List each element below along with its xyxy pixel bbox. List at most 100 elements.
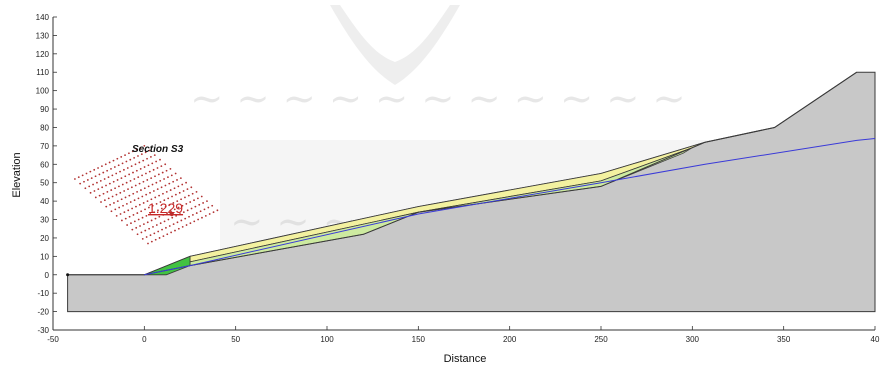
x-tick-label: 200: [503, 335, 517, 344]
slip-grid-point: [174, 172, 177, 175]
slip-grid-point: [141, 195, 144, 198]
slip-grid-point: [174, 229, 176, 232]
slip-grid-point: [157, 230, 160, 233]
slip-grid-point: [150, 177, 153, 180]
slip-grid-point: [172, 223, 175, 226]
slip-grid-point: [137, 197, 140, 200]
slip-grid-point: [203, 208, 206, 211]
slip-grid-point: [179, 177, 182, 180]
slip-grid-point: [135, 205, 137, 208]
slip-grid-point: [98, 194, 101, 197]
slip-grid-point: [138, 203, 141, 206]
slip-grid-point: [102, 192, 105, 195]
slip-grid-point: [142, 223, 145, 226]
slip-grid-point: [181, 225, 184, 228]
y-tick-label: 110: [36, 68, 49, 77]
slip-grid-point: [108, 161, 111, 164]
slip-grid-point: [96, 181, 98, 184]
x-tick-label: 100: [320, 335, 334, 344]
slip-grid-point: [148, 170, 151, 173]
slip-grid-point: [141, 237, 144, 240]
slip-grid-point: [177, 227, 180, 230]
slip-grid-point: [158, 215, 161, 218]
slip-grid-point: [79, 182, 82, 185]
slip-grid-point: [111, 195, 114, 198]
axes: [52, 17, 875, 331]
slip-grid-point: [93, 168, 96, 171]
slip-grid-point: [147, 164, 150, 167]
slip-grid-point: [122, 204, 124, 207]
slip-grid-point: [153, 232, 156, 235]
slip-grid-point: [163, 199, 166, 202]
slip-grid-point: [155, 202, 158, 205]
slip-grid-point: [150, 156, 152, 158]
slip-grid-point: [139, 225, 141, 227]
slip-grid-point: [144, 208, 146, 211]
slip-grid-point: [106, 169, 109, 172]
slip-grid-point: [186, 188, 189, 191]
slip-grid-point: [131, 228, 134, 231]
slip-grid-point: [166, 212, 168, 214]
slip-grid-point: [165, 191, 168, 193]
slip-grid-point: [119, 191, 122, 194]
slip-grid-point: [150, 198, 153, 201]
slip-grid-point: [193, 199, 195, 202]
slip-grid-point: [86, 179, 89, 181]
slip-grid-point: [140, 153, 143, 156]
slip-grid-point: [146, 157, 148, 160]
slip-grid-point: [85, 172, 88, 175]
x-axis-title: Distance: [444, 353, 487, 365]
slip-grid-point: [142, 202, 145, 204]
slip-grid-point: [184, 217, 187, 220]
slip-grid-point: [106, 191, 109, 193]
slip-grid-point: [130, 186, 133, 189]
slip-grid-point: [166, 233, 169, 236]
slip-grid-point: [158, 194, 160, 197]
slip-grid-point: [145, 236, 148, 238]
y-tick-label: 10: [40, 252, 49, 261]
slip-grid-point: [74, 178, 76, 180]
slip-grid-point: [135, 169, 138, 172]
slip-grid-point: [147, 242, 149, 245]
slip-grid-point: [150, 240, 153, 243]
slip-grid-point: [136, 191, 138, 193]
slip-grid-point: [152, 168, 155, 171]
slip-grid-point: [153, 211, 156, 214]
slip-grid-point: [149, 191, 151, 194]
slip-grid-point: [97, 167, 99, 169]
slip-grid-point: [138, 161, 141, 164]
slip-grid-point: [90, 177, 93, 180]
y-tick-label: 20: [40, 234, 49, 243]
slip-grid-point: [119, 170, 121, 173]
slip-grid-point: [160, 186, 163, 189]
slip-grid-point: [120, 198, 123, 201]
slip-grid-point: [132, 171, 134, 174]
slip-grid-point: [123, 211, 126, 214]
slip-grid-point: [152, 190, 155, 192]
slip-grid-point: [154, 217, 157, 220]
slip-grid-point: [114, 208, 117, 211]
slip-grid-point: [89, 191, 92, 194]
slip-grid-point: [176, 221, 179, 224]
slip-grid-point: [124, 154, 126, 156]
slip-grid-point: [151, 204, 154, 207]
slip-grid-point: [141, 216, 144, 219]
slip-grid-point: [105, 184, 107, 187]
slip-grid-point: [112, 159, 115, 162]
slip-grid-point: [195, 212, 198, 214]
slip-grid-point: [170, 231, 173, 234]
water-table-line: [144, 138, 876, 276]
slip-grid-point: [137, 176, 140, 179]
slip-grid-point: [140, 210, 143, 213]
slip-grid-point: [164, 205, 167, 208]
slip-grid-point: [129, 179, 132, 182]
slip-grid-point: [153, 154, 156, 156]
slip-grid-point: [157, 209, 159, 212]
slip-grid-point: [136, 233, 139, 236]
y-tick-label: 120: [36, 50, 50, 59]
slip-grid-point: [98, 173, 101, 176]
slip-grid-point: [186, 209, 189, 212]
slip-grid-point: [113, 202, 115, 204]
slip-grid-point: [212, 211, 215, 214]
